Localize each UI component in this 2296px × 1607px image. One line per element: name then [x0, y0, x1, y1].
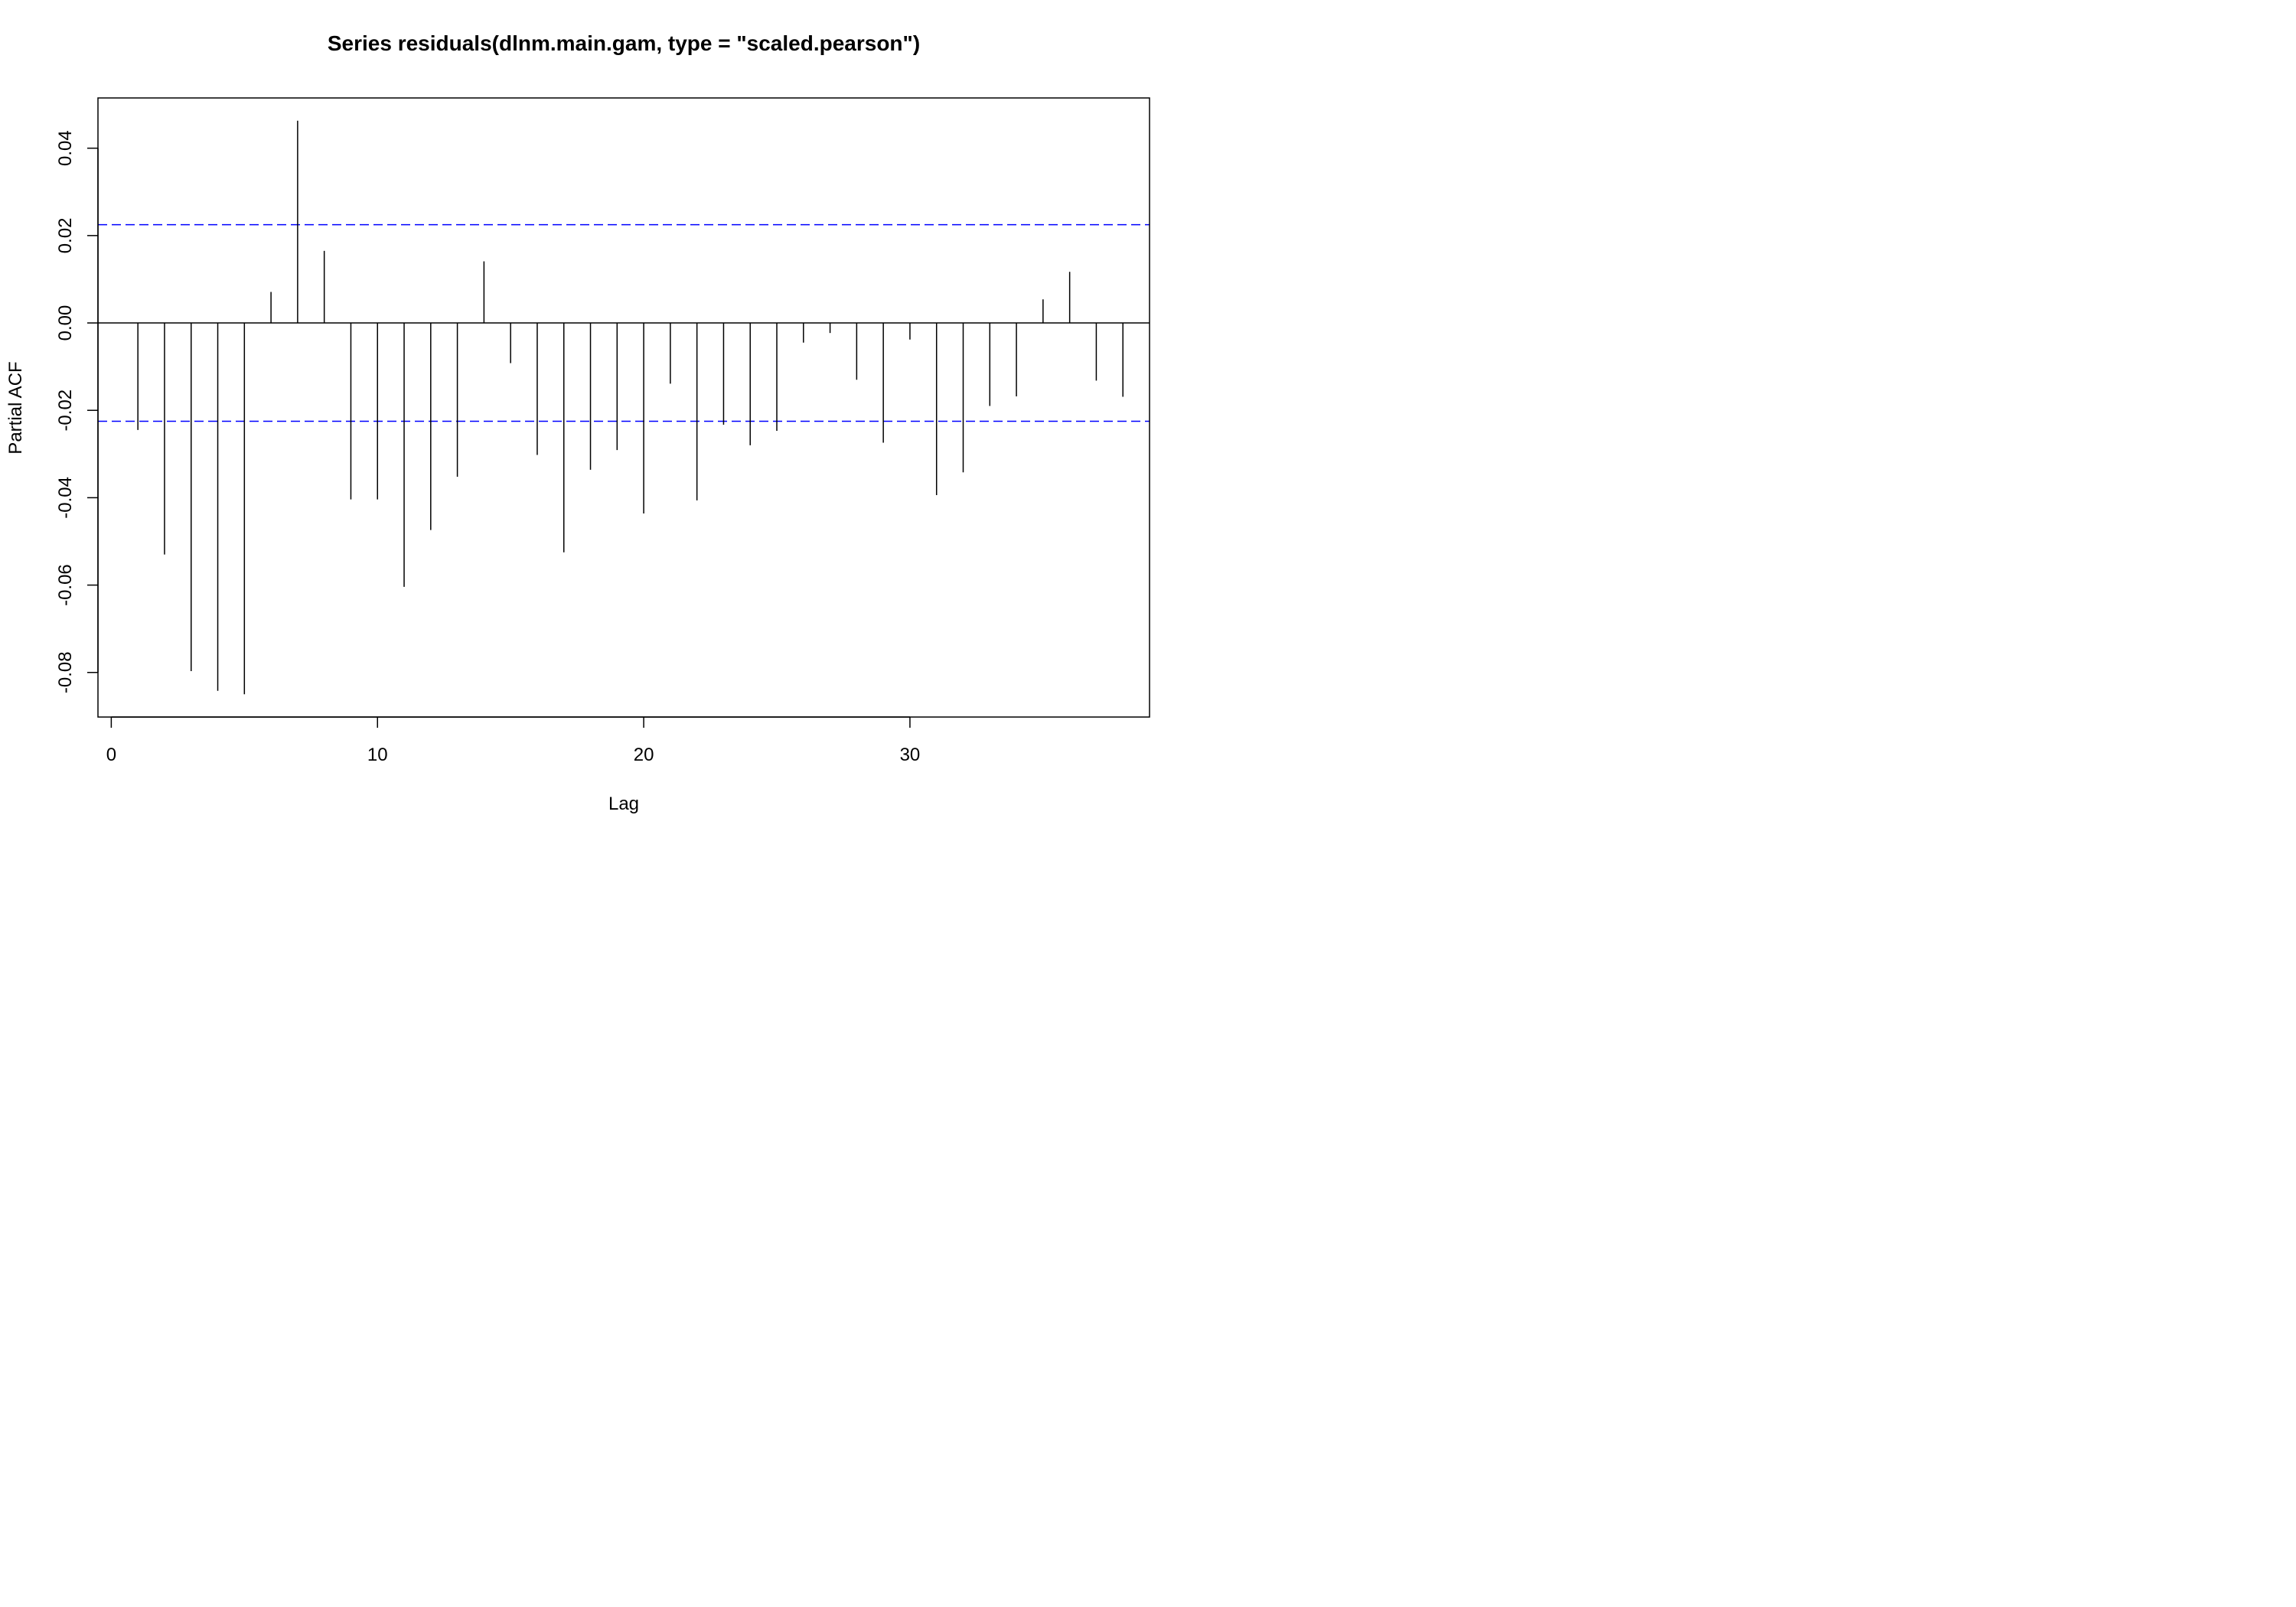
x-tick-label: 0	[106, 745, 116, 765]
y-tick-label: 0.00	[55, 305, 76, 341]
pacf-bars	[98, 120, 1150, 695]
x-axis-label: Lag	[608, 794, 639, 814]
confidence-bounds	[98, 223, 1150, 422]
y-tick-label: -0.06	[55, 564, 76, 606]
y-tick-label: 0.02	[55, 217, 76, 253]
y-tick-label: -0.02	[55, 390, 76, 432]
y-axis: -0.08 -0.06 -0.04 -0.02 0.00 0.02 0.04	[55, 130, 99, 693]
y-tick-label: 0.04	[55, 130, 76, 166]
chart-title: Series residuals(dlnm.main.gam, type = "…	[328, 31, 920, 55]
plot-frame	[97, 97, 1150, 718]
y-axis-label: Partial ACF	[5, 361, 26, 454]
pacf-chart: Series residuals(dlnm.main.gam, type = "…	[5, 31, 1150, 814]
x-axis: 0 10 20 30	[106, 716, 921, 765]
x-tick-label: 30	[900, 745, 921, 765]
x-tick-label: 20	[634, 745, 654, 765]
x-tick-label: 10	[367, 745, 388, 765]
y-tick-label: -0.04	[55, 477, 76, 519]
y-tick-label: -0.08	[55, 651, 76, 693]
